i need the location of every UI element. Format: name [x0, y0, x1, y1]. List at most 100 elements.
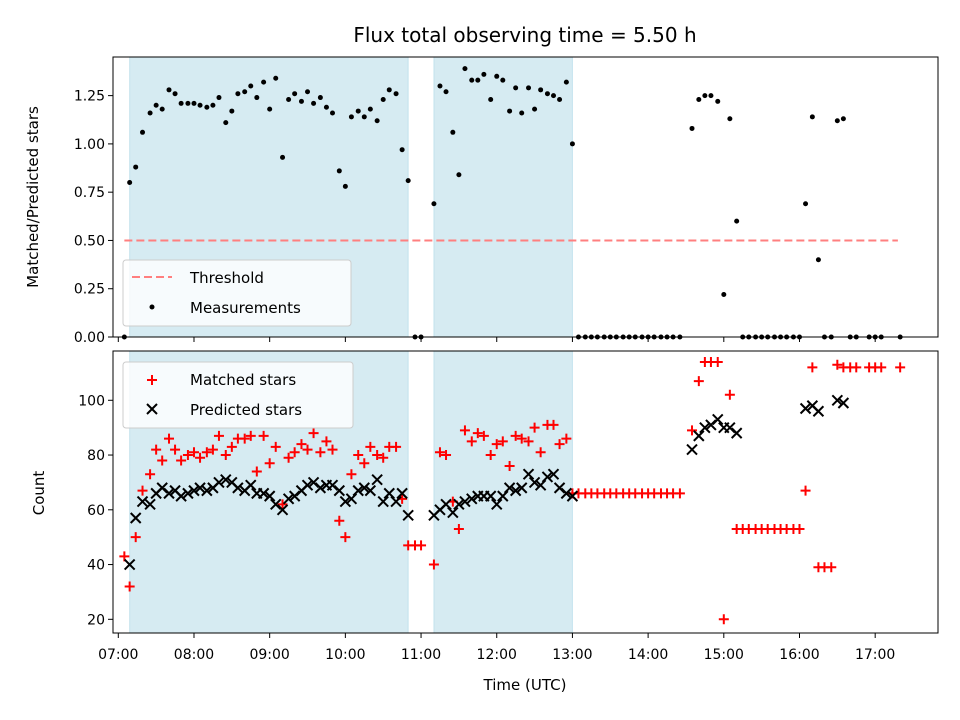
x-axis-label: Time (UTC) [483, 676, 567, 694]
measurement-point [475, 77, 481, 83]
predicted-stars-point [163, 487, 175, 500]
predicted-stars-point [182, 487, 194, 500]
predicted-stars-point [188, 484, 200, 497]
matched-stars-point [466, 436, 477, 447]
matched-stars-point [724, 389, 735, 400]
measurement-point [229, 108, 235, 114]
matched-stars-point [353, 450, 364, 461]
measurement-point [367, 106, 373, 112]
x-tick-label: 12:00 [477, 647, 517, 663]
matched-stars-point [794, 523, 805, 534]
x-tick-label: 08:00 [174, 647, 214, 663]
x-tick-label: 09:00 [249, 647, 289, 663]
measurement-point [348, 114, 354, 120]
predicted-stars-point [831, 394, 844, 406]
x-tick-label: 14:00 [628, 647, 668, 663]
measurement-point [815, 257, 821, 263]
matched-stars-point [459, 425, 470, 436]
measurement-point [450, 129, 456, 135]
predicted-stars-point [390, 495, 402, 508]
predicted-stars-point [175, 490, 187, 502]
measurement-point [273, 75, 279, 81]
predicted-stars-point [522, 468, 535, 480]
measurement-point [689, 125, 695, 131]
measurement-point [834, 118, 840, 124]
matched-stars-point [504, 460, 515, 471]
measurement-point [443, 89, 449, 95]
axes-frame [112, 350, 939, 634]
matched-stars-point [391, 441, 402, 452]
measurement-point [235, 91, 241, 97]
matched-stars-point [807, 362, 818, 373]
measurement-point [140, 129, 146, 135]
matched-stars-point [176, 455, 187, 466]
y-tick-label: 0.50 [74, 233, 105, 249]
legend-measurements-swatch [149, 304, 155, 310]
measurement-point [532, 106, 538, 112]
matched-stars-point [145, 469, 156, 480]
measurement-point [248, 83, 254, 89]
measurement-point [702, 93, 708, 99]
measurement-point [431, 201, 437, 207]
predicted-stars-point [484, 490, 497, 502]
measurement-point [386, 87, 392, 93]
predicted-stars-point [712, 413, 724, 426]
matched-stars-point [302, 444, 313, 455]
legend-box [122, 361, 354, 429]
matched-stars-point [277, 499, 288, 510]
predicted-stars-point [314, 482, 327, 494]
matched-stars-point [548, 419, 559, 430]
measurement-point [551, 93, 557, 99]
matched-stars-point [529, 422, 540, 433]
matched-stars-point [359, 458, 370, 469]
measurement-point [305, 89, 311, 95]
predicted-stars-point [213, 476, 225, 489]
matched-stars-point [308, 428, 319, 439]
matched-stars-point [289, 447, 300, 458]
x-tick-label: 07:00 [98, 647, 138, 663]
matched-stars-point [687, 425, 698, 436]
matched-stars-point [220, 450, 231, 461]
predicted-stars-point [194, 482, 206, 494]
measurement-point [374, 118, 380, 124]
measurement-point [469, 77, 475, 83]
predicted-stars-point [447, 506, 459, 519]
legend-predicted-swatch [146, 403, 158, 415]
matched-stars-point [832, 359, 843, 370]
measurement-point [538, 87, 544, 93]
matched-stars-point [851, 362, 862, 373]
matched-stars-point [510, 430, 521, 441]
x-tick-label: 10:00 [325, 647, 365, 663]
observing-interval-band [433, 56, 573, 338]
predicted-stars-point [371, 473, 383, 486]
y-tick-label: 0.25 [74, 282, 105, 298]
predicted-stars-point [358, 482, 370, 494]
matched-stars-point [693, 376, 704, 387]
legend-predicted-label: Predicted stars [190, 401, 302, 419]
measurement-point [500, 77, 506, 83]
matched-stars-point [182, 450, 193, 461]
y-tick-label: 100 [78, 393, 105, 409]
matched-stars-point [416, 540, 427, 551]
matched-stars-point [164, 433, 175, 444]
measurement-point [544, 91, 550, 97]
measurement-point [133, 164, 139, 170]
matched-stars-point [130, 532, 141, 543]
matched-stars-point [535, 447, 546, 458]
matched-stars-point [334, 515, 345, 526]
measurement-point [216, 95, 222, 101]
matched-stars-point [207, 444, 218, 455]
measurement-point [185, 100, 191, 106]
measurement-point [292, 91, 298, 97]
matched-stars-point [283, 452, 294, 463]
y-tick-label: 40 [87, 558, 105, 574]
measurement-point [494, 73, 500, 79]
measurement-point [254, 95, 260, 101]
measurement-point [481, 71, 487, 77]
legend-box [122, 259, 352, 327]
x-tick-label: 16:00 [779, 647, 819, 663]
matched-stars-point [270, 441, 281, 452]
matched-stars-point [712, 356, 723, 367]
y-tick-label: 1.25 [74, 89, 105, 105]
